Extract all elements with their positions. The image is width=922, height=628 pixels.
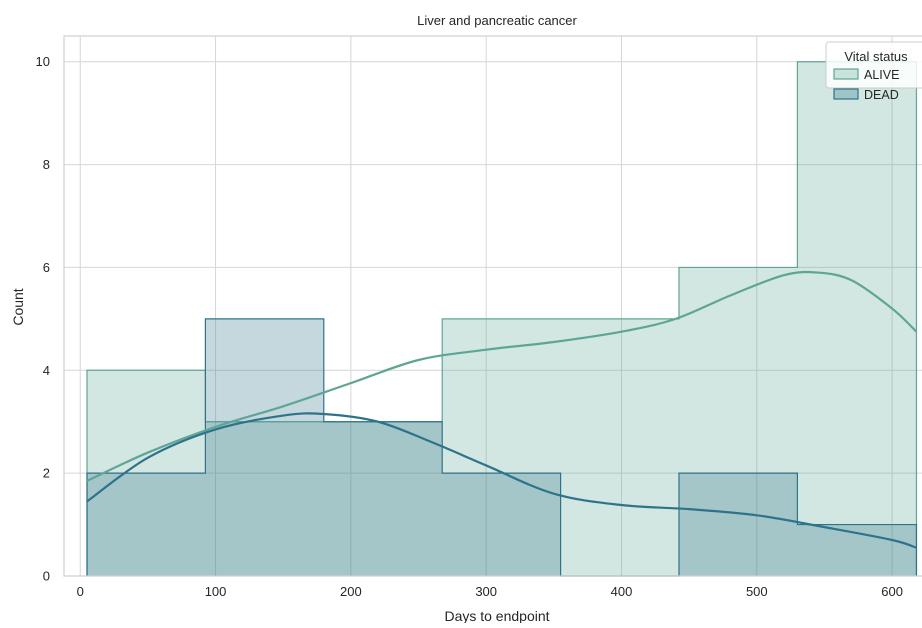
y-axis-label: Count xyxy=(10,288,26,325)
x-tick-label: 400 xyxy=(611,584,633,599)
bar-alive xyxy=(323,421,443,576)
x-tick-label: 600 xyxy=(881,584,903,599)
y-tick-label: 2 xyxy=(43,466,50,481)
legend-box xyxy=(825,41,922,89)
x-tick-label: 200 xyxy=(340,584,362,599)
legend: Vital status ALIVE DEAD xyxy=(825,41,922,102)
y-tick-label: 8 xyxy=(43,157,50,172)
y-tick-label: 0 xyxy=(43,569,50,584)
bar-alive xyxy=(678,267,798,576)
legend-swatch-dead xyxy=(833,88,859,100)
legend-swatch-alive xyxy=(833,68,859,80)
bar-alive xyxy=(442,318,561,576)
tick-labels: 0 100 200 300 400 500 600 0 2 4 6 8 10 xyxy=(36,54,903,599)
kde-curves xyxy=(86,270,918,549)
x-tick-label: 300 xyxy=(475,584,497,599)
legend-title: Vital status xyxy=(844,49,908,64)
plot-border xyxy=(63,35,922,577)
bar-alive xyxy=(560,318,679,576)
y-tick-label: 6 xyxy=(43,260,50,275)
bar-dead xyxy=(87,473,206,576)
x-axis-label: Days to endpoint xyxy=(444,608,549,623)
y-tick-label: 4 xyxy=(43,363,50,378)
legend-label-dead: DEAD xyxy=(864,88,899,102)
x-tick-label: 0 xyxy=(77,584,84,599)
bar-dead xyxy=(205,318,324,576)
x-tick-label: 500 xyxy=(746,584,768,599)
x-tick-label: 100 xyxy=(205,584,227,599)
plot-frame xyxy=(63,35,922,577)
bar-dead xyxy=(678,473,798,576)
bar-alive xyxy=(205,421,324,576)
bar-dead xyxy=(442,473,561,576)
legend-label-alive: ALIVE xyxy=(864,68,899,82)
bar-alive xyxy=(797,61,917,576)
y-tick-label: 10 xyxy=(36,54,50,69)
kde-line-alive xyxy=(86,270,918,482)
bar-dead xyxy=(323,421,443,576)
histogram-bars xyxy=(86,61,918,577)
kde-line-dead xyxy=(86,412,917,549)
chart-title: Liver and pancreatic cancer xyxy=(417,13,577,28)
